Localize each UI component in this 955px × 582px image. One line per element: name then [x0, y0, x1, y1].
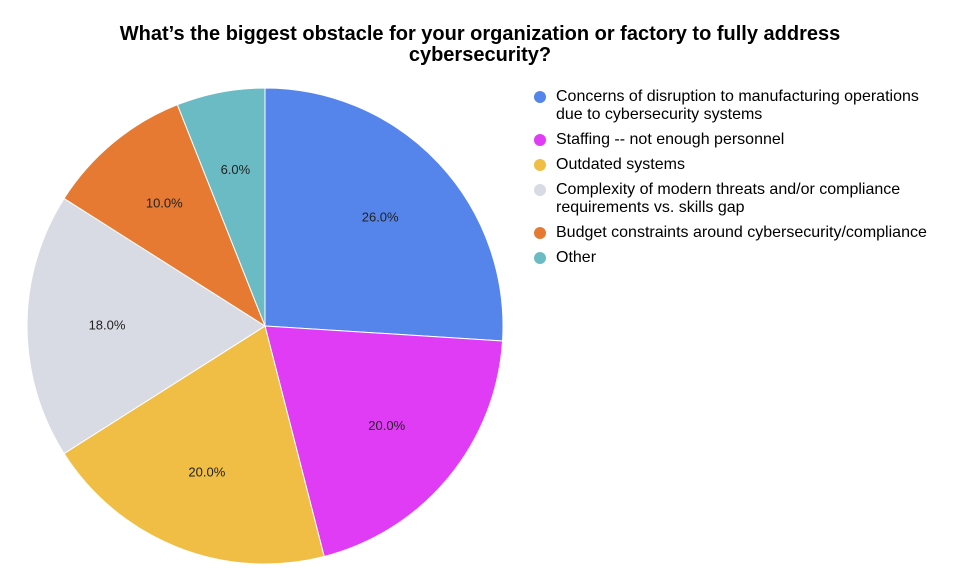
legend-label: Outdated systems	[556, 156, 685, 173]
slice-value-label: 18.0%	[89, 317, 126, 332]
legend-item: Staffing -- not enough personnel	[534, 131, 949, 149]
pie-slice	[63, 104, 267, 328]
slice-value-label: 26.0%	[362, 209, 399, 224]
legend-item: Other	[534, 249, 949, 267]
pie-slice	[63, 325, 325, 565]
legend-label: Staffing -- not enough personnel	[556, 131, 785, 148]
legend-swatch	[534, 91, 546, 103]
chart-title: What’s the biggest obstacle for your org…	[119, 23, 841, 66]
slice-value-label: 10.0%	[146, 196, 183, 211]
legend-item: Outdated systems	[534, 156, 949, 174]
pie-slice	[176, 87, 266, 327]
pie-slice	[264, 325, 504, 558]
legend-label: Other	[556, 249, 597, 266]
slice-value-label: 6.0%	[221, 162, 251, 177]
pie-slice	[26, 197, 266, 455]
legend-item: Complexity of modern threats and/or comp…	[534, 181, 949, 217]
pie-slice	[264, 87, 504, 342]
pie-slice-labels: 26.0% 20.0% 20.0% 18.0% 10.0% 6.0%	[89, 162, 406, 479]
legend: Concerns of disruption to manufacturing …	[534, 88, 949, 274]
legend-swatch	[534, 227, 546, 239]
slice-value-label: 20.0%	[368, 418, 405, 433]
legend-swatch	[534, 134, 546, 146]
legend-swatch	[534, 184, 546, 196]
slice-value-label: 20.0%	[188, 464, 225, 479]
legend-label: Complexity of modern threats and/or comp…	[556, 181, 901, 216]
legend-item: Concerns of disruption to manufacturing …	[534, 88, 949, 124]
legend-label: Concerns of disruption to manufacturing …	[556, 88, 919, 123]
legend-label: Budget constraints around cybersecurity/…	[556, 224, 927, 241]
pie-slices	[26, 87, 504, 565]
legend-swatch	[534, 252, 546, 264]
legend-item: Budget constraints around cybersecurity/…	[534, 224, 949, 242]
legend-swatch	[534, 159, 546, 171]
